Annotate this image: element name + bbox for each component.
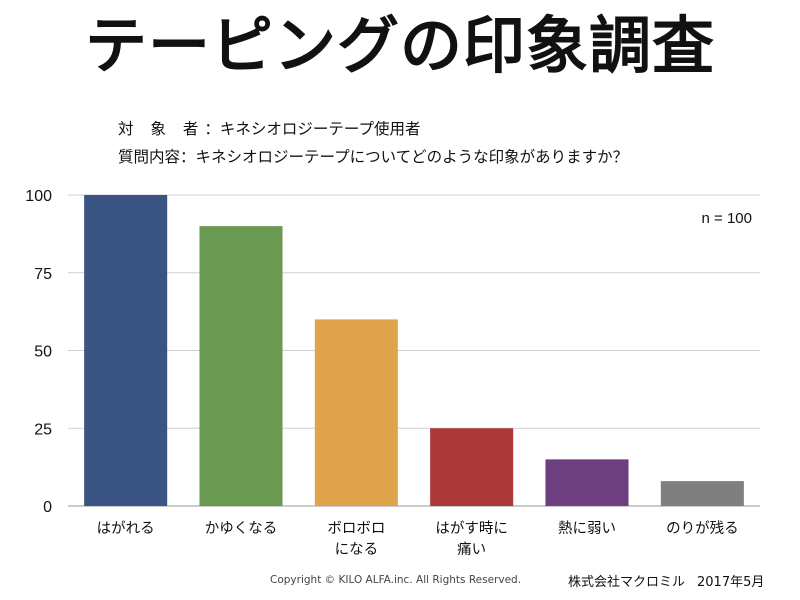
y-tick-label: 75	[34, 266, 52, 283]
chart-title: テーピングの印象調査	[84, 9, 715, 82]
subject-separator: ：	[204, 120, 220, 138]
survey-subject: 対 象 者：キネシオロジーテープ使用者	[118, 120, 421, 138]
bar	[660, 481, 744, 506]
subject-label: 対 象 者	[118, 120, 205, 138]
survey-question: 質問内容：キネシオロジーテープについてどのような印象がありますか？	[118, 148, 629, 166]
x-tick-label: はがす時に痛い	[435, 520, 508, 558]
y-tick-label: 100	[25, 188, 52, 205]
x-tick-label: 熱に弱い	[558, 520, 616, 537]
bar	[314, 319, 398, 506]
x-tick-label: のりが残る	[666, 520, 739, 537]
survey-date: 2017年5月	[697, 575, 765, 590]
x-tick-label: はがれる	[97, 520, 155, 537]
gridlines	[68, 194, 760, 507]
question-value: キネシオロジーテープについてどのような印象がありますか？	[195, 148, 629, 166]
bar	[84, 195, 168, 506]
bar	[545, 459, 629, 506]
x-tick-label: ボロボロになる	[327, 520, 385, 558]
bars	[84, 195, 744, 506]
y-tick-label: 50	[34, 344, 52, 361]
copyright-notice: Copyright © KILO ALFA.inc. All Rights Re…	[270, 574, 522, 586]
source-credit: 株式会社マクロミル 2017年5月	[568, 571, 764, 590]
x-tick-labels: はがれる かゆくなる ボロボロになる はがす時に痛い 熱に弱い のりが残る	[97, 520, 739, 558]
x-tick-label: かゆくなる	[205, 520, 278, 537]
question-separator: ：	[180, 148, 196, 166]
sample-size-note: n = 100	[702, 210, 752, 227]
y-tick-labels: 0 25 50 75 100	[25, 188, 52, 516]
question-label: 質問内容	[118, 148, 181, 166]
company-name: 株式会社マクロミル	[568, 575, 686, 590]
y-tick-label: 0	[43, 499, 52, 516]
subject-value: キネシオロジーテープ使用者	[219, 120, 421, 138]
y-tick-label: 25	[34, 421, 52, 438]
bar	[430, 428, 514, 506]
bar	[199, 226, 283, 506]
